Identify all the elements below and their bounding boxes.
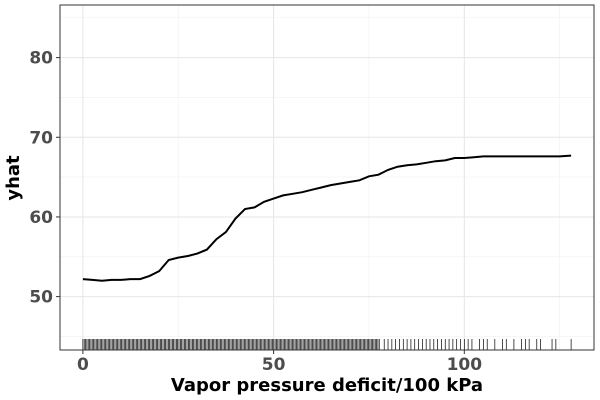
plot-border [59,4,595,351]
x-tick-label: 100 [447,355,483,375]
x-tick-label: 50 [262,355,286,375]
gridlines [60,5,594,350]
y-axis: 50 60 70 80 [29,49,60,308]
y-tick-label: 80 [29,49,53,69]
y-tick-label: 60 [29,208,53,228]
x-axis-title: Vapor pressure deficit/100 kPa [171,375,483,396]
x-axis: 0 50 100 [77,350,482,375]
x-tick-label: 0 [77,355,89,375]
y-tick-label: 50 [29,288,53,308]
series-line [82,154,572,282]
rug-marks [82,339,572,350]
y-axis-title: yhat [3,155,24,201]
y-tick-label: 70 [29,128,53,148]
